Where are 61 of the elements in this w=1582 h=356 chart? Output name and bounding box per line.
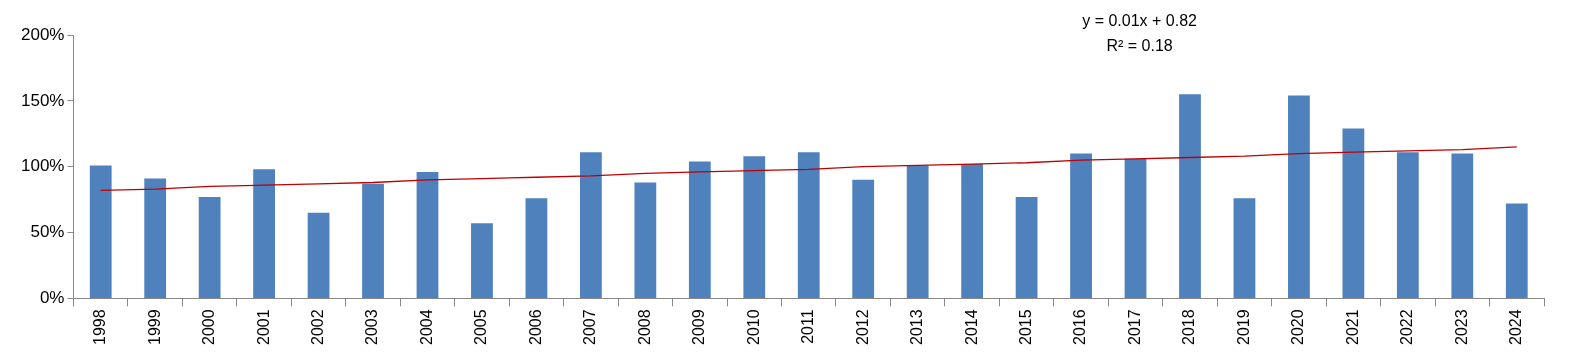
bar xyxy=(362,183,384,298)
x-tick-label: 2013 xyxy=(908,309,926,345)
bar xyxy=(852,179,875,298)
x-tick-label: 2000 xyxy=(200,309,218,345)
x-tick-label: 2003 xyxy=(363,309,381,345)
text: y = 0.01x + 0.82 xyxy=(1082,12,1198,30)
bar xyxy=(1451,153,1474,298)
y-tick-label: 200% xyxy=(21,24,65,44)
bar xyxy=(1015,197,1038,298)
x-tick-label: 2008 xyxy=(635,309,653,345)
x-tick-label: 2004 xyxy=(417,309,435,345)
bar xyxy=(471,223,493,298)
x-tick-label: 2019 xyxy=(1234,309,1252,345)
bar xyxy=(1179,94,1201,298)
bar xyxy=(743,156,766,298)
bar xyxy=(1124,158,1147,298)
y-tick-label: 0% xyxy=(39,288,65,308)
x-tick-label: 2006 xyxy=(526,309,544,345)
x-tick-label: 2023 xyxy=(1452,309,1470,345)
x-tick-label: 2017 xyxy=(1125,309,1143,345)
bar xyxy=(307,212,330,298)
x-tick-label: 2016 xyxy=(1071,309,1089,345)
bar xyxy=(579,152,602,298)
bar xyxy=(1070,153,1092,298)
bar xyxy=(416,171,439,298)
x-tick-label: 2010 xyxy=(744,309,762,345)
y-tick-label: 100% xyxy=(21,156,65,176)
y-tick-label: 50% xyxy=(30,222,65,242)
x-tick-label: 2021 xyxy=(1343,309,1361,345)
bar xyxy=(525,198,548,298)
bar xyxy=(198,197,221,298)
x-tick-label: 2018 xyxy=(1180,309,1198,345)
x-tick-label: 2015 xyxy=(1017,309,1034,345)
x-tick-label: 2011 xyxy=(799,309,817,344)
x-tick-label: 2001 xyxy=(254,309,272,345)
bar xyxy=(89,165,112,298)
bar xyxy=(688,161,711,298)
bar xyxy=(797,152,820,298)
x-tick-label: 2005 xyxy=(472,309,490,345)
bar xyxy=(634,182,657,298)
x-tick-label: 2007 xyxy=(581,309,599,345)
x-tick-label: 2020 xyxy=(1289,309,1307,345)
bar xyxy=(1396,152,1419,298)
bar xyxy=(1505,203,1528,298)
annotation: R² = 0.18 xyxy=(1106,37,1173,55)
bar xyxy=(906,165,929,298)
y-tick-label: 150% xyxy=(21,90,65,110)
bar xyxy=(1342,128,1365,298)
bar xyxy=(1288,95,1310,298)
x-tick-label: 2002 xyxy=(308,309,326,345)
x-tick-label: 2024 xyxy=(1507,309,1525,345)
x-tick-label: 2014 xyxy=(962,309,980,345)
bar xyxy=(1233,198,1256,298)
x-tick-label: 1998 xyxy=(91,309,109,345)
bar xyxy=(961,164,984,298)
bar xyxy=(144,178,167,298)
bar xyxy=(253,169,275,298)
x-tick-label: 2009 xyxy=(690,309,708,345)
x-tick-label: 2022 xyxy=(1398,309,1416,345)
x-tick-label: 1999 xyxy=(145,309,163,345)
x-tick-label: 2012 xyxy=(853,309,871,345)
